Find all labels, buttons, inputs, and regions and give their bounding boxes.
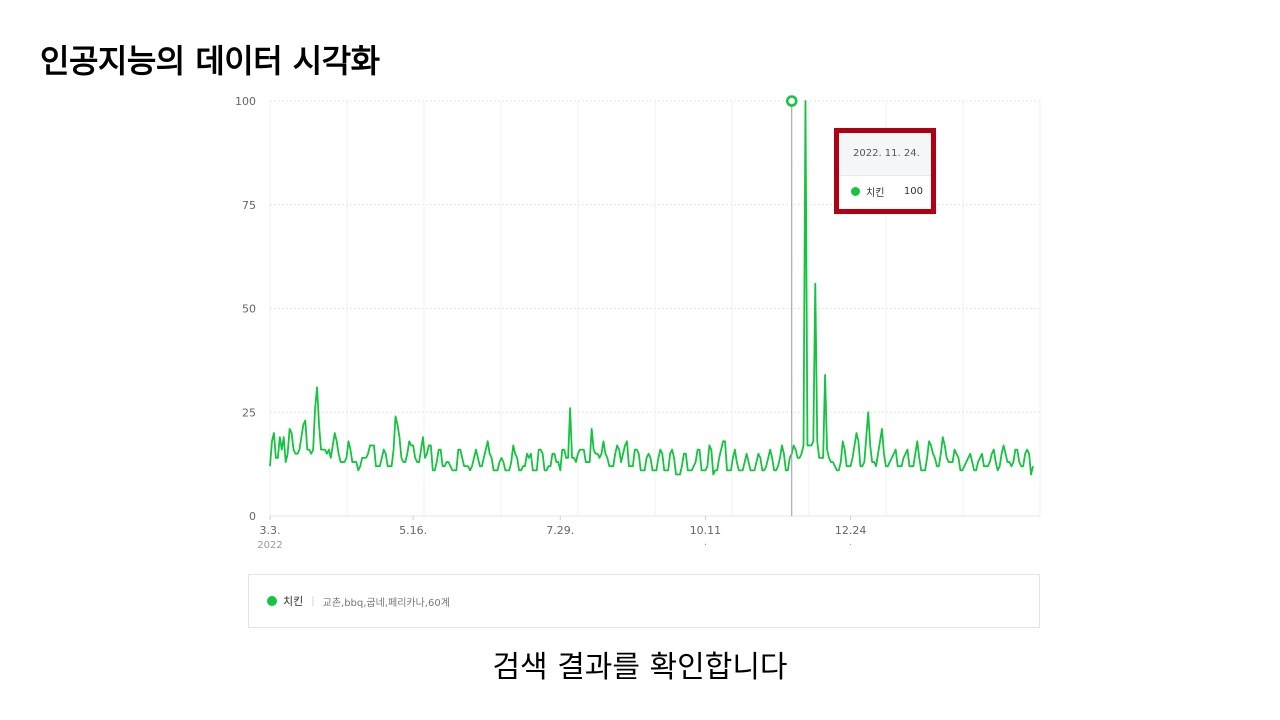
tooltip-series-dot-icon xyxy=(851,186,860,196)
x-tick-label: 5.16. xyxy=(399,524,427,537)
legend-series-name[interactable]: 치킨 xyxy=(283,595,304,608)
x-tick-label: 12.24 xyxy=(835,524,867,537)
legend-series-dot-icon xyxy=(267,596,277,606)
chart-grid xyxy=(269,100,1041,517)
tooltip-series-name: 치킨 xyxy=(866,187,885,199)
y-axis-ticks: 100 75 50 25 0 xyxy=(235,95,256,523)
x-tick-label: 7.29. xyxy=(546,524,574,537)
slide-caption: 검색 결과를 확인합니다 xyxy=(492,650,788,685)
tooltip-date: 2022. 11. 24. xyxy=(839,133,931,176)
x-tick-label: 3.3. xyxy=(260,524,281,537)
y-tick-label: 25 xyxy=(242,406,256,419)
legend-keywords: 교촌,bbq,굽네,페리카나,60계 xyxy=(322,597,450,609)
tooltip-value: 100 xyxy=(903,185,923,197)
legend-separator: | xyxy=(311,595,315,607)
x-tick-label: 10.11 xyxy=(690,524,722,537)
y-tick-label: 100 xyxy=(235,95,256,108)
highlight-point-marker xyxy=(785,95,798,107)
y-tick-label: 0 xyxy=(249,510,256,523)
slide-title: 인공지능의 데이터 시각화 xyxy=(40,42,380,80)
chart-legend: 치킨 | 교촌,bbq,굽네,페리카나,60계 xyxy=(248,574,1040,628)
x-axis-ticks: 3.3. 2022 5.16. 7.29. 10.11 · 12.24 · xyxy=(257,516,866,551)
series-line-chicken xyxy=(269,100,1034,476)
chart-tooltip: 2022. 11. 24. 치킨 100 xyxy=(834,128,936,214)
x-tick-sublabel: 2022 xyxy=(257,540,282,551)
series-layer xyxy=(269,100,1034,476)
x-tick-sublabel: · xyxy=(704,540,707,551)
y-tick-label: 75 xyxy=(242,199,256,212)
y-tick-label: 50 xyxy=(242,303,256,316)
tooltip-row: 치킨 100 xyxy=(851,183,923,199)
highlight-layer xyxy=(785,95,798,516)
x-tick-sublabel: · xyxy=(849,540,852,551)
